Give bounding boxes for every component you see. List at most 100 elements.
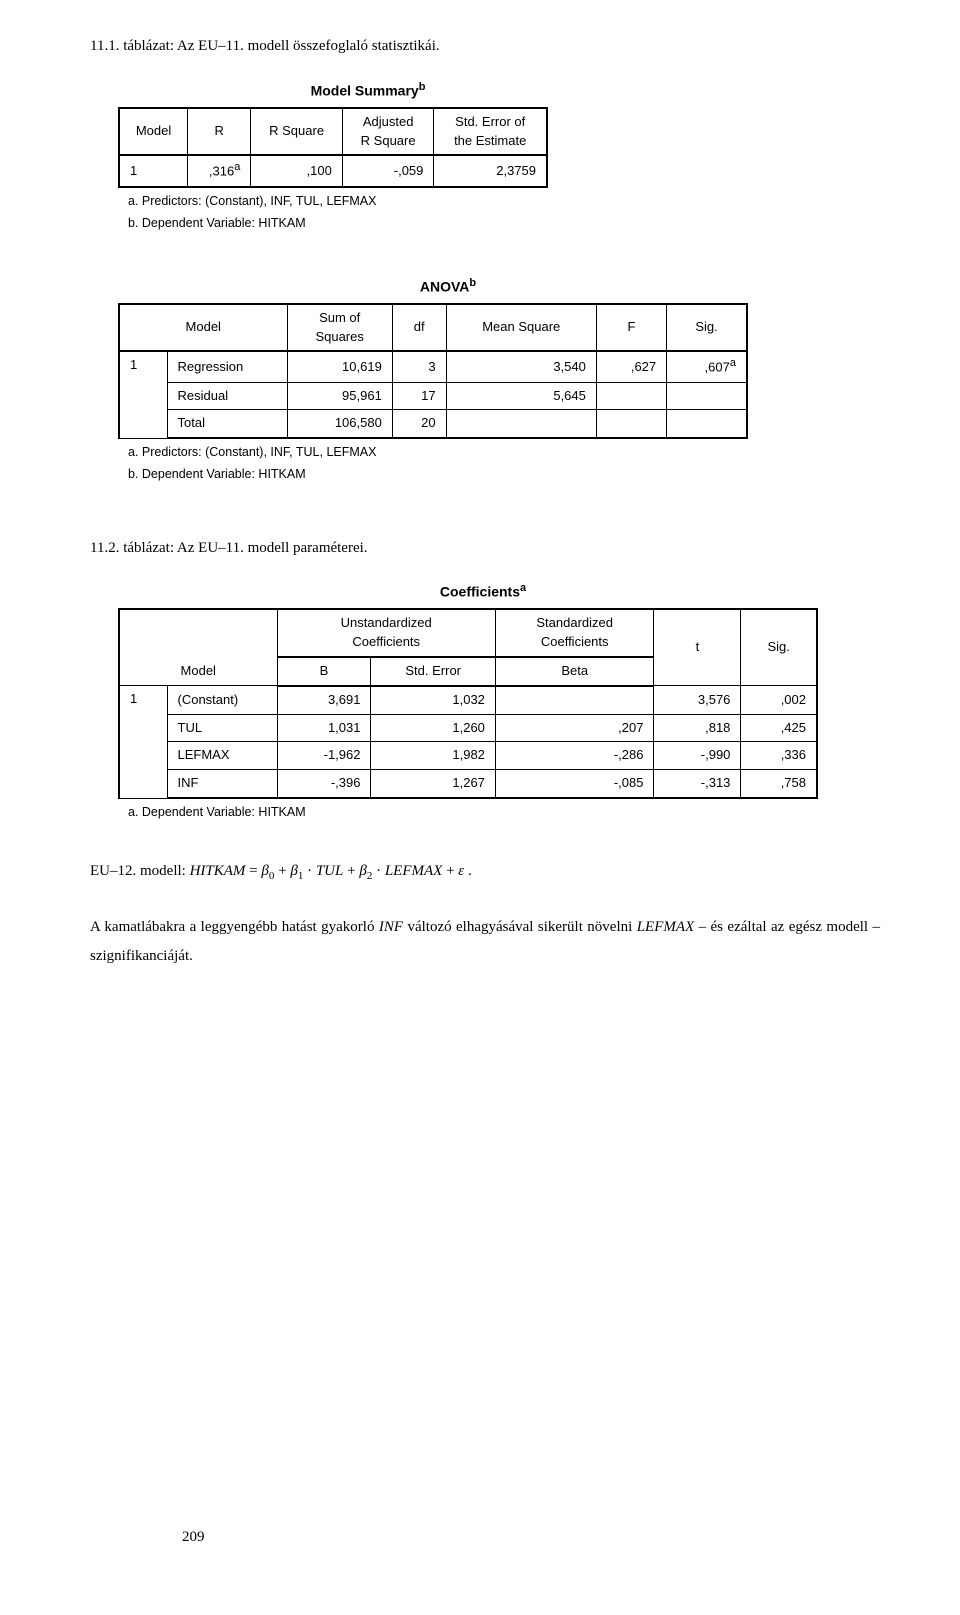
anova-footnote-a: a. Predictors: (Constant), INF, TUL, LEF…	[128, 443, 880, 461]
cell-source: Total	[167, 410, 287, 438]
cell-model: 1	[119, 351, 167, 438]
cell-sig: ,425	[741, 714, 817, 742]
table-row: LEFMAX -1,962 1,982 -,286 -,990 ,336	[119, 742, 817, 770]
cell-adj: -,059	[342, 155, 434, 186]
cell-var: INF	[167, 770, 277, 798]
cell-model: 1	[119, 155, 188, 186]
cell-var: (Constant)	[167, 686, 277, 714]
col-model: Model	[119, 108, 188, 156]
cell-sig: ,607a	[667, 351, 747, 382]
equation-eu12: EU–12. modell: HITKAM = β0 + β1 · TUL + …	[90, 861, 880, 885]
table-caption-11-2: 11.2. táblázat: Az EU–11. modell paramét…	[90, 538, 880, 560]
table-row: 1 ,316a ,100 -,059 2,3759	[119, 155, 547, 186]
anova-table: Model Sum of Squares df Mean Square F Si…	[118, 303, 748, 440]
cell-df: 17	[392, 382, 446, 410]
col-group-std: Standardized Coefficients	[495, 609, 654, 657]
page-number: 209	[182, 1527, 205, 1549]
cell-se: 1,032	[371, 686, 495, 714]
cell-se: 1,260	[371, 714, 495, 742]
col-model: Model	[119, 609, 277, 686]
cell-sig: ,758	[741, 770, 817, 798]
anova-title: ANOVAb	[118, 276, 778, 297]
cell-source: Residual	[167, 382, 287, 410]
table-row: 1 (Constant) 3,691 1,032 3,576 ,002	[119, 686, 817, 714]
cell-model: 1	[119, 686, 167, 798]
col-beta: Beta	[495, 657, 654, 686]
col-df: df	[392, 304, 446, 352]
col-ms: Mean Square	[446, 304, 596, 352]
cell-beta: -,286	[495, 742, 654, 770]
table-caption-11-1: 11.1. táblázat: Az EU–11. modell összefo…	[90, 36, 880, 58]
cell-b: 3,691	[277, 686, 371, 714]
cell-ss: 106,580	[287, 410, 392, 438]
cell-t: -,313	[654, 770, 741, 798]
cell-f: ,627	[596, 351, 666, 382]
cell-beta: -,085	[495, 770, 654, 798]
model-summary-title-text: Model Summary	[311, 82, 419, 98]
cell-df: 20	[392, 410, 446, 438]
col-r: R	[188, 108, 251, 156]
table-row: Total 106,580 20	[119, 410, 747, 438]
cell-beta	[495, 686, 654, 714]
cell-ms: 5,645	[446, 382, 596, 410]
cell-ss: 95,961	[287, 382, 392, 410]
cell-var: LEFMAX	[167, 742, 277, 770]
eq-lhs: HITKAM	[190, 863, 246, 879]
cell-sig: ,336	[741, 742, 817, 770]
para-text: változó elhagyásával sikerült növelni	[403, 919, 637, 935]
cell-b: 1,031	[277, 714, 371, 742]
col-model: Model	[119, 304, 287, 352]
coefficients-table: Model Unstandardized Coefficients Standa…	[118, 608, 818, 799]
cell-sig: ,002	[741, 686, 817, 714]
cell-source: Regression	[167, 351, 287, 382]
col-ss: Sum of Squares	[287, 304, 392, 352]
model-summary-sup: b	[419, 81, 426, 93]
cell-r: ,316a	[188, 155, 251, 186]
col-adjrsq: Adjusted R Square	[342, 108, 434, 156]
cell-se: 2,3759	[434, 155, 547, 186]
table-row: INF -,396 1,267 -,085 -,313 ,758	[119, 770, 817, 798]
cell-f	[596, 410, 666, 438]
col-se: Std. Error of the Estimate	[434, 108, 547, 156]
cell-f	[596, 382, 666, 410]
col-sig: Sig.	[667, 304, 747, 352]
cell-var: TUL	[167, 714, 277, 742]
coef-sup: a	[520, 582, 526, 594]
col-t: t	[654, 609, 741, 686]
cell-t: ,818	[654, 714, 741, 742]
cell-b: -1,962	[277, 742, 371, 770]
cell-se: 1,267	[371, 770, 495, 798]
cell-sig	[667, 410, 747, 438]
col-f: F	[596, 304, 666, 352]
anova-sup: b	[469, 277, 476, 289]
para-text: A kamatlábakra a leggyengébb hatást gyak…	[90, 919, 379, 935]
table-row: Residual 95,961 17 5,645	[119, 382, 747, 410]
summary-footnote-b: b. Dependent Variable: HITKAM	[128, 214, 880, 232]
coef-title: Coefficientsa	[118, 581, 848, 602]
cell-df: 3	[392, 351, 446, 382]
model-summary-table: Model R R Square Adjusted R Square Std. …	[118, 107, 548, 188]
col-se: Std. Error	[371, 657, 495, 686]
coef-title-text: Coefficients	[440, 584, 520, 600]
table-row: TUL 1,031 1,260 ,207 ,818 ,425	[119, 714, 817, 742]
cell-t: -,990	[654, 742, 741, 770]
col-group-unstd: Unstandardized Coefficients	[277, 609, 495, 657]
cell-beta: ,207	[495, 714, 654, 742]
col-rsq: R Square	[251, 108, 343, 156]
eq-pre: EU–12. modell:	[90, 863, 190, 879]
body-paragraph: A kamatlábakra a leggyengébb hatást gyak…	[90, 913, 880, 970]
para-var-inf: INF	[379, 919, 403, 935]
col-b: B	[277, 657, 371, 686]
table-row: 1 Regression 10,619 3 3,540 ,627 ,607a	[119, 351, 747, 382]
cell-sig	[667, 382, 747, 410]
para-var-lefmax: LEFMAX	[637, 919, 695, 935]
cell-ms	[446, 410, 596, 438]
cell-t: 3,576	[654, 686, 741, 714]
cell-ss: 10,619	[287, 351, 392, 382]
anova-title-text: ANOVA	[420, 278, 470, 294]
cell-b: -,396	[277, 770, 371, 798]
summary-footnote-a: a. Predictors: (Constant), INF, TUL, LEF…	[128, 192, 880, 210]
cell-rsq: ,100	[251, 155, 343, 186]
model-summary-title: Model Summaryb	[118, 80, 618, 101]
anova-footnote-b: b. Dependent Variable: HITKAM	[128, 465, 880, 483]
